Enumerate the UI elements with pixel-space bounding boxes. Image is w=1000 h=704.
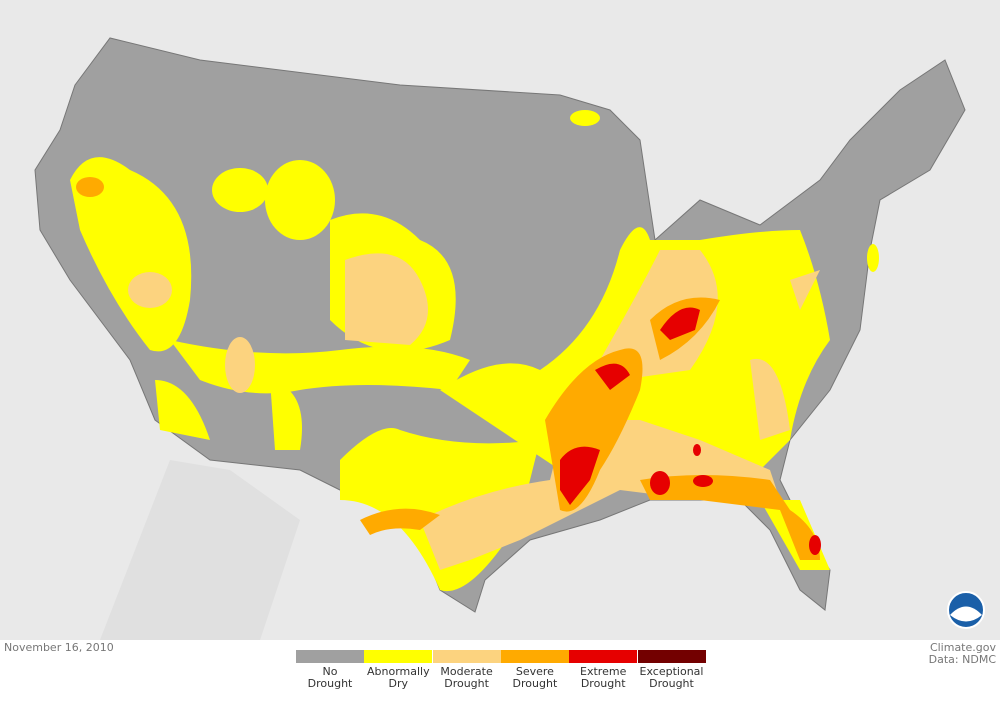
legend-swatch	[637, 650, 706, 663]
legend-label: Severe Drought	[512, 665, 558, 690]
legend-label-box: Moderate Drought	[433, 666, 501, 690]
date: November 16, 2010	[4, 641, 114, 654]
legend-label-box: Severe Drought	[501, 666, 569, 690]
legend-label: Abnormally Dry	[366, 665, 430, 690]
legend: No Drought Abnormally Dry Moderate Drought…	[296, 650, 706, 700]
legend-label-box: Abnormally Dry	[364, 666, 432, 690]
legend-label: Moderate Drought	[440, 665, 493, 690]
legend-label: No Drought	[307, 665, 353, 690]
legend-label-box: Exceptional Drought	[638, 666, 706, 690]
legend-swatch	[432, 650, 501, 663]
legend-swatch	[364, 650, 433, 663]
legend-label-box: No Drought	[296, 666, 364, 690]
legend-label-box: Extreme Drought	[569, 666, 637, 690]
legend-swatch	[296, 650, 364, 663]
extreme-drought-areas	[560, 307, 821, 555]
legend-label: Exceptional Drought	[639, 665, 704, 690]
legend-label: Extreme Drought	[580, 665, 627, 690]
source: Data: NDMC	[928, 653, 996, 666]
credit: Climate.gov	[929, 641, 996, 654]
mexico	[100, 460, 300, 640]
noaa-logo	[947, 591, 985, 629]
legend-swatch	[569, 650, 638, 663]
legend-swatch	[500, 650, 569, 663]
drought-map	[0, 0, 1000, 640]
